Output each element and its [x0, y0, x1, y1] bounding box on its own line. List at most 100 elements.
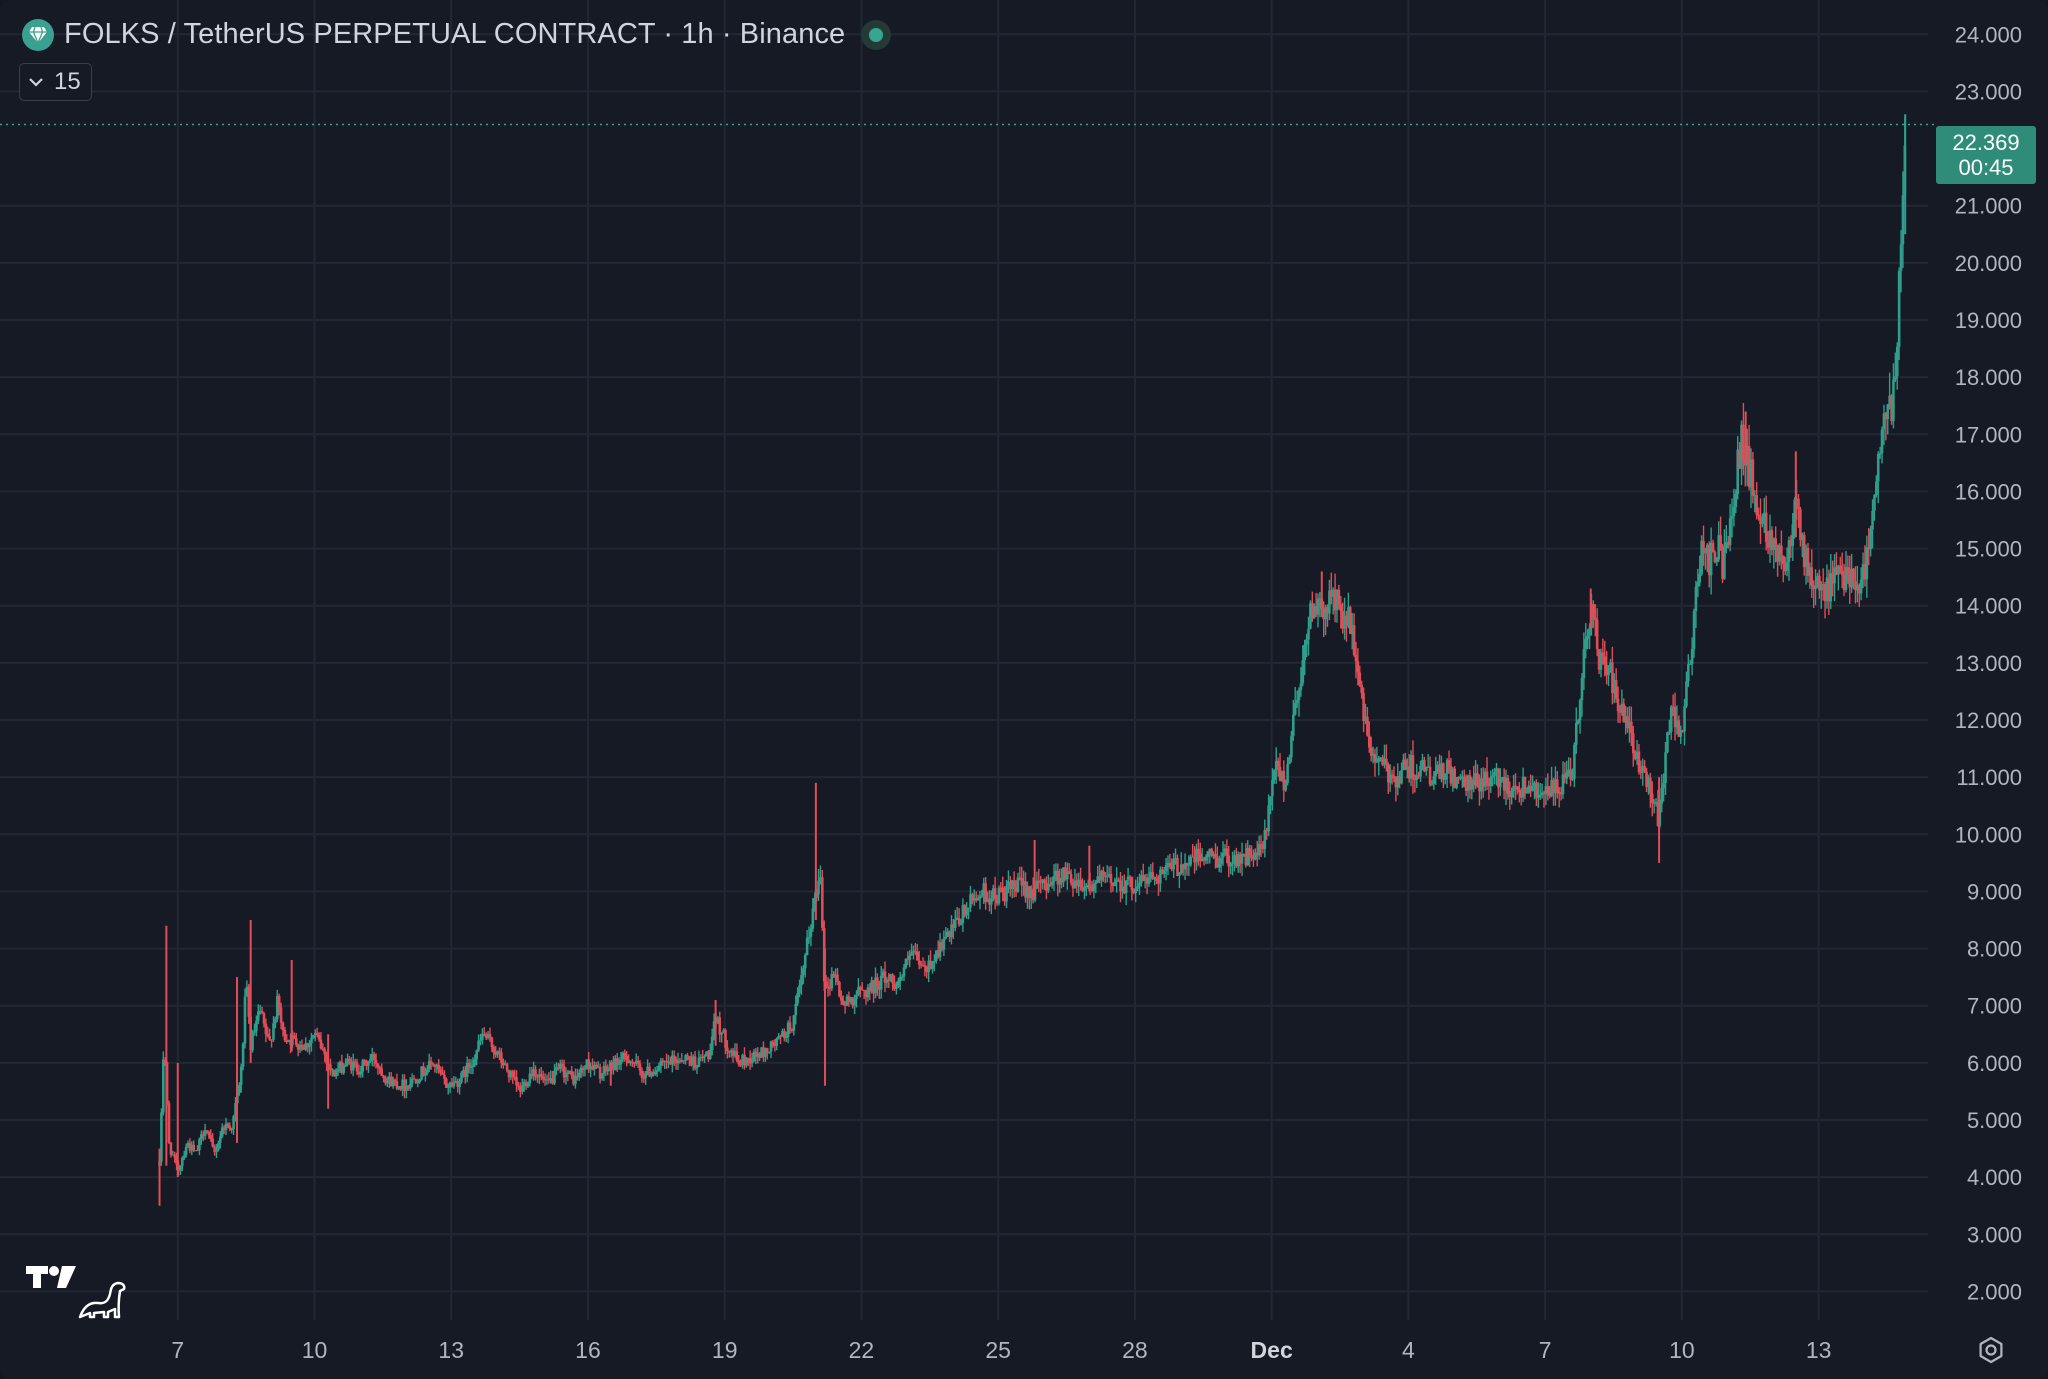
candle-body [1020, 877, 1024, 886]
candle-body [1366, 716, 1369, 736]
candle-body [1269, 796, 1272, 806]
candle-body [1512, 785, 1515, 791]
candle-body [1721, 545, 1724, 579]
candle-body [1221, 853, 1225, 858]
candle-body [386, 1080, 389, 1084]
candle-body [727, 1051, 731, 1053]
candle-body [870, 980, 874, 992]
candle-body [946, 931, 949, 937]
candle-body [1191, 856, 1194, 858]
candle-body [889, 974, 892, 981]
candle-body [957, 917, 961, 925]
candle-body [969, 894, 972, 908]
candle-body [162, 1059, 165, 1113]
candle-body [283, 1029, 287, 1041]
candle-body [1111, 883, 1115, 886]
candle-body [1113, 881, 1117, 886]
candle-body [1599, 652, 1603, 670]
candle-body [1147, 878, 1151, 884]
candle-body [1744, 461, 1747, 466]
candle-body [1478, 786, 1481, 792]
candle-body [1047, 883, 1050, 891]
candle-body [1381, 757, 1384, 765]
market-status-icon[interactable] [861, 19, 892, 50]
candle-body [1176, 858, 1179, 876]
candle-body [948, 931, 951, 938]
candle-body [420, 1066, 423, 1080]
candle-body [1725, 542, 1728, 549]
candle-body [1576, 720, 1580, 724]
candle-body [1434, 771, 1438, 777]
candle-body [1844, 567, 1848, 590]
candle-body [1833, 567, 1836, 584]
candle-body [372, 1054, 376, 1061]
candle-body [841, 1000, 845, 1005]
indicators-toggle-button[interactable]: 15 [19, 63, 92, 101]
candle-body [1212, 853, 1215, 856]
candle-body [1242, 853, 1246, 855]
candle-body [266, 1034, 270, 1037]
candle-body [323, 1049, 327, 1055]
candle-body [1257, 843, 1261, 856]
candle-body [416, 1081, 420, 1083]
candle-body [298, 1045, 302, 1050]
candle-body [325, 1054, 328, 1064]
settings-gear-icon[interactable] [1976, 1335, 2006, 1370]
candle-body [691, 1056, 695, 1066]
candle-body [1271, 780, 1274, 797]
candle-body [921, 964, 925, 966]
candle-body [568, 1070, 572, 1074]
x-tick-label: 13 [438, 1337, 464, 1363]
candle-body [462, 1069, 465, 1073]
candle-body [1358, 672, 1362, 686]
candle-body [1730, 516, 1734, 519]
candle-body [760, 1047, 763, 1058]
candle-body [1333, 589, 1337, 611]
candle-body [1029, 889, 1033, 899]
candle-body [1675, 720, 1679, 728]
candle-body [703, 1055, 706, 1058]
candle-body [1702, 540, 1705, 548]
candle-body [1428, 766, 1432, 785]
candle-body [1622, 703, 1626, 723]
candle-body [463, 1069, 467, 1077]
candle-body [1140, 875, 1143, 884]
candle-body [429, 1060, 433, 1064]
candle-body [917, 960, 921, 965]
candle-body [1607, 667, 1610, 676]
candle-body [196, 1150, 199, 1152]
candle-body [498, 1051, 501, 1053]
candle-body [1873, 495, 1876, 511]
candle-body [596, 1066, 600, 1068]
candle-body [1075, 880, 1079, 887]
price-axis[interactable]: 24.000 23.000 21.000 20.000 19.000 18.000 17.0… [1955, 22, 2022, 1304]
candle-body [606, 1069, 610, 1072]
candle-body [1404, 759, 1407, 770]
symbol-legend[interactable]: FOLKS / TetherUS PERPETUAL CONTRACT · 1h… [22, 18, 892, 51]
candle-body [203, 1130, 207, 1136]
candle-body [441, 1072, 444, 1075]
candle-body [1603, 656, 1607, 665]
time-axis[interactable]: 7 10 13 16 19 22 25 28 Dec 4 7 10 13 [171, 1337, 1831, 1363]
tradingview-logo-icon[interactable] [24, 1262, 134, 1327]
candle-body [1624, 716, 1627, 723]
candle-body [1259, 843, 1263, 847]
candle-body [1880, 429, 1884, 454]
candle-body [1546, 786, 1550, 793]
candle-body [940, 942, 944, 950]
candle-body [350, 1061, 353, 1071]
candle-body [579, 1067, 583, 1073]
candle-body [638, 1063, 642, 1071]
candle-body [672, 1055, 676, 1060]
candle-body [1415, 775, 1419, 780]
candle-body [306, 1043, 309, 1048]
candle-body [181, 1157, 184, 1166]
candle-body [1322, 608, 1325, 620]
candle-body [1130, 876, 1134, 890]
candle-body [1865, 547, 1869, 580]
candle-body [1050, 881, 1054, 886]
candle-body [739, 1064, 742, 1066]
candle-body [1007, 881, 1010, 887]
candle-body [1028, 886, 1031, 899]
